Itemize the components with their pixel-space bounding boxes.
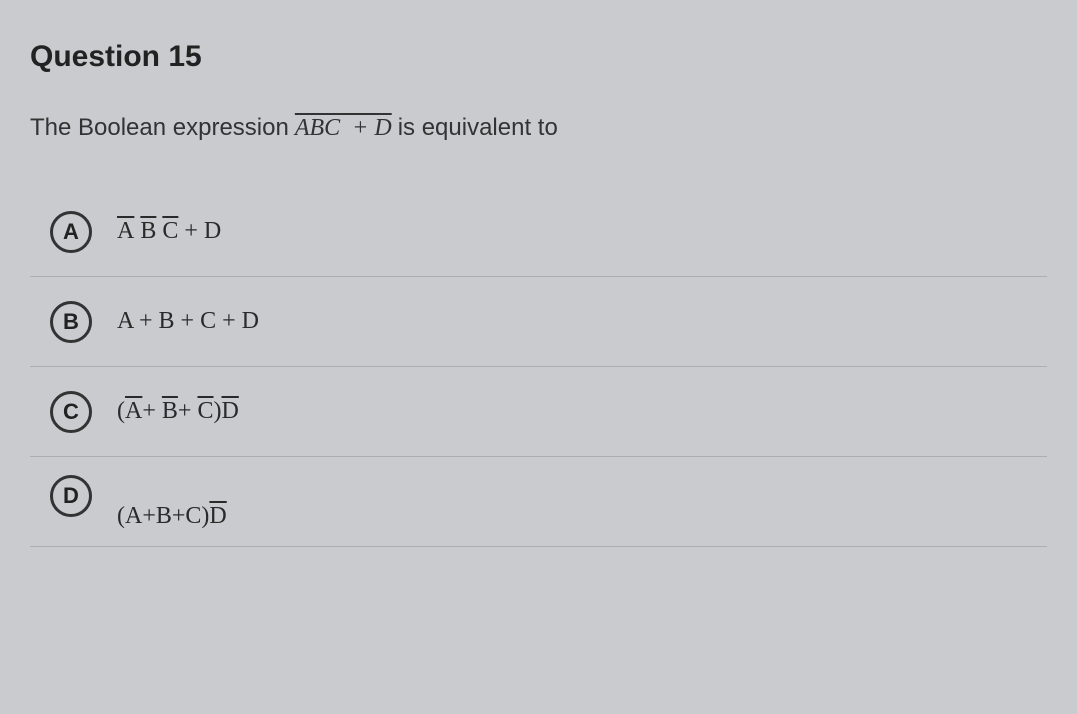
option-b-text: A + B + C + D: [117, 308, 259, 335]
option-c[interactable]: C (A+ B+ C)D: [30, 367, 1047, 457]
option-a[interactable]: A A B C + D: [30, 187, 1047, 277]
question-container: Question 15 The Boolean expression ABC +…: [30, 40, 1047, 547]
option-d-badge: D: [50, 475, 92, 517]
option-a-text: A B C + D: [117, 218, 221, 245]
prompt-expression-overlined: ABC + D: [295, 115, 392, 141]
prompt-prefix: The Boolean expression: [30, 114, 289, 142]
option-d-text: (A+B+C)D: [117, 503, 227, 530]
option-b-badge: B: [50, 301, 92, 343]
option-c-text: (A+ B+ C)D: [117, 398, 239, 425]
question-prompt: The Boolean expression ABC + D is equiva…: [30, 114, 1047, 142]
option-b[interactable]: B A + B + C + D: [30, 277, 1047, 367]
option-a-badge: A: [50, 211, 92, 253]
prompt-expression: ABC + D: [295, 115, 392, 142]
question-heading: Question 15: [30, 40, 1047, 74]
prompt-suffix: is equivalent to: [398, 114, 558, 142]
option-d[interactable]: D (A+B+C)D: [30, 457, 1047, 547]
option-c-badge: C: [50, 391, 92, 433]
options-list: A A B C + D B A + B + C + D C (A+ B+ C)D…: [30, 187, 1047, 547]
